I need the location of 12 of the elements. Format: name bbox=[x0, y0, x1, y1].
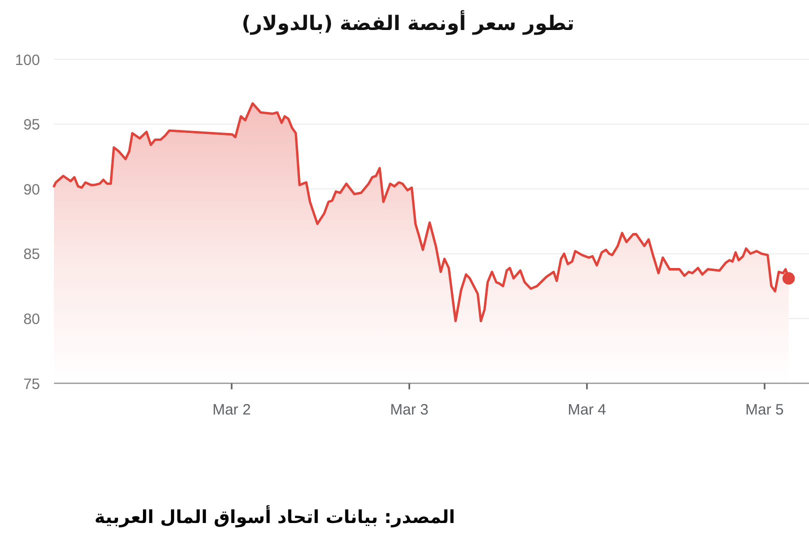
text: المصدر: بيانات اتحاد أسواق المال العربية bbox=[94, 505, 455, 528]
y-tick-label: 75 bbox=[23, 376, 40, 393]
y-tick-label: 90 bbox=[23, 181, 40, 198]
x-tick-label: Mar 3 bbox=[390, 401, 428, 418]
y-tick-label: 95 bbox=[23, 116, 40, 134]
x-tick-label: Mar 4 bbox=[568, 401, 606, 418]
y-tick-label: 80 bbox=[23, 311, 40, 328]
x-tick-label: Mar 2 bbox=[212, 401, 251, 418]
y-tick-label: 100 bbox=[14, 52, 40, 69]
x-tick-label: Mar 5 bbox=[745, 401, 784, 418]
y-tick-label: 85 bbox=[23, 246, 40, 264]
chart-title: تطور سعر أونصة الفضة (بالدولار) bbox=[242, 10, 574, 35]
